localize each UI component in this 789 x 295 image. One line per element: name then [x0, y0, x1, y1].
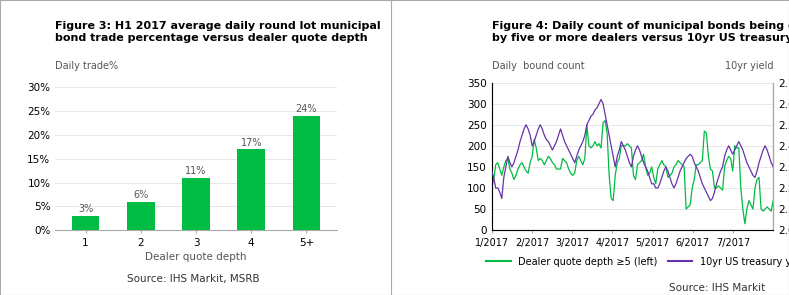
Text: Figure 3: H1 2017 average daily round lot municipal
bond trade percentage versus: Figure 3: H1 2017 average daily round lo… — [55, 21, 381, 43]
Text: 17%: 17% — [241, 138, 262, 148]
Text: 10yr yield: 10yr yield — [725, 61, 773, 71]
Text: Daily  bound count: Daily bound count — [492, 61, 585, 71]
Bar — [293, 116, 320, 230]
Legend: Dealer quote depth ≥5 (left), 10yr US treasury yields (right): Dealer quote depth ≥5 (left), 10yr US tr… — [482, 253, 789, 271]
Text: 6%: 6% — [133, 190, 148, 200]
Text: Source: IHS Markit: Source: IHS Markit — [669, 283, 765, 293]
Text: 24%: 24% — [296, 104, 317, 114]
Bar — [237, 149, 265, 230]
Bar — [72, 216, 99, 230]
Text: 11%: 11% — [185, 166, 207, 176]
Bar — [182, 178, 210, 230]
Text: Figure 4: Daily count of municipal bonds being quoted
by five or more dealers ve: Figure 4: Daily count of municipal bonds… — [492, 21, 789, 43]
Bar — [127, 201, 155, 230]
Text: Source: IHS Markit, MSRB: Source: IHS Markit, MSRB — [127, 274, 260, 284]
X-axis label: Dealer quote depth: Dealer quote depth — [145, 252, 247, 262]
Text: Daily trade%: Daily trade% — [55, 61, 118, 71]
Text: 3%: 3% — [78, 204, 93, 214]
